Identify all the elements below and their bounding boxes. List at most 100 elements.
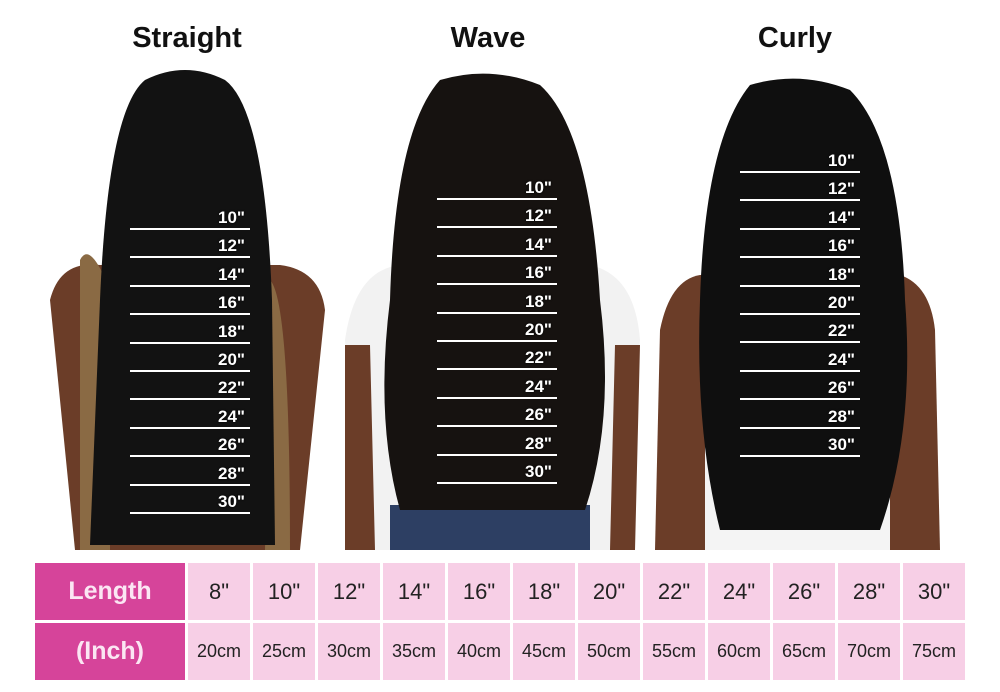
curly-marker-label: 30": [828, 435, 855, 454]
curly-marker-label: 14": [828, 207, 855, 227]
straight-marker-label: 14": [218, 264, 245, 284]
straight-marker-label: 12": [218, 236, 245, 256]
wave-marker-line: [437, 226, 557, 229]
wave-marker-line: [437, 254, 557, 257]
curly-model: [655, 78, 940, 550]
length-inch-cell: 22": [643, 563, 705, 620]
length-inch-cell: 30": [903, 563, 965, 620]
curly-marker-line: [740, 284, 860, 287]
wave-marker-label: 30": [525, 462, 552, 481]
straight-marker-label: 22": [218, 378, 245, 398]
curly-marker-label: 24": [828, 349, 855, 369]
length-cm-cell: 75cm: [903, 623, 965, 680]
straight-marker-line: [130, 370, 250, 372]
length-inch-cell: 8": [188, 563, 250, 620]
straight-marker-label: 26": [218, 435, 245, 455]
wave-marker-line: [437, 311, 557, 314]
straight-model: [50, 70, 325, 551]
curly-marker-line: [740, 227, 860, 230]
length-cm-cell: 65cm: [773, 623, 835, 680]
straight-marker-label: 10": [218, 208, 245, 227]
straight-marker-label: 20": [218, 350, 245, 369]
wave-marker-line: [437, 283, 557, 286]
title-straight: Straight: [132, 22, 242, 54]
length-cm-cell: 25cm: [253, 623, 315, 680]
curly-marker-line: [740, 455, 860, 457]
wave-marker-line: [437, 340, 557, 342]
curly-marker-label: 12": [828, 179, 855, 199]
straight-marker-label: 30": [218, 492, 245, 511]
curly-marker-line: [740, 398, 860, 401]
curly-marker-line: [740, 369, 860, 372]
straight-marker-line: [130, 284, 250, 287]
curly-marker-line: [740, 199, 860, 202]
curly-marker-label: 16": [828, 236, 855, 256]
curly-marker-line: [740, 171, 860, 173]
length-inch-cell: 20": [578, 563, 640, 620]
length-cm-cell: 45cm: [513, 623, 575, 680]
title-curly: Curly: [757, 22, 833, 54]
curly-marker-line: [740, 426, 860, 429]
length-header: Length: [35, 563, 185, 620]
curly-marker-label: 22": [828, 321, 855, 341]
length-inch-cell: 24": [708, 563, 770, 620]
wave-marker-label: 12": [525, 206, 552, 226]
wave-marker-line: [437, 453, 557, 456]
straight-marker-line: [130, 455, 250, 458]
wave-marker-label: 24": [525, 376, 552, 396]
straight-marker-line: [130, 483, 250, 486]
length-inch-cell: 26": [773, 563, 835, 620]
curly-marker-line: [740, 256, 860, 259]
length-cm-cell: 50cm: [578, 623, 640, 680]
wave-marker-label: 26": [525, 405, 552, 425]
length-inch-cell: 14": [383, 563, 445, 620]
wave-marker-label: 10": [525, 178, 552, 197]
straight-marker-line: [130, 228, 250, 230]
straight-marker-label: 16": [218, 293, 245, 313]
wave-marker-label: 22": [525, 348, 552, 368]
curly-marker-label: 20": [828, 293, 855, 312]
wave-marker-label: 18": [525, 291, 552, 311]
length-cm-cell: 70cm: [838, 623, 900, 680]
title-wave: Wave: [450, 22, 526, 54]
hair-photos: [50, 70, 940, 551]
wave-marker-line: [437, 482, 557, 484]
length-cm-cell: 30cm: [318, 623, 380, 680]
curly-marker-line: [740, 341, 860, 344]
length-inch-cell: 12": [318, 563, 380, 620]
wave-marker-line: [437, 425, 557, 428]
length-inch-cell: 28": [838, 563, 900, 620]
length-inch-cell: 16": [448, 563, 510, 620]
straight-marker-label: 18": [218, 321, 245, 341]
curly-marker-label: 26": [828, 378, 855, 398]
wave-marker-line: [437, 198, 557, 200]
wave-marker-label: 20": [525, 320, 552, 339]
curly-marker-line: [740, 313, 860, 315]
length-cm-cell: 20cm: [188, 623, 250, 680]
wave-marker-line: [437, 368, 557, 371]
inch-header: (Inch): [35, 623, 185, 680]
straight-marker-line: [130, 313, 250, 316]
curly-marker-label: 18": [828, 264, 855, 284]
length-cm-cell: 40cm: [448, 623, 510, 680]
length-inch-cell: 10": [253, 563, 315, 620]
straight-marker-line: [130, 256, 250, 259]
length-inch-cell: 18": [513, 563, 575, 620]
wave-model: [345, 73, 640, 550]
length-cm-cell: 60cm: [708, 623, 770, 680]
wave-marker-label: 14": [525, 234, 552, 254]
length-cm-cell: 35cm: [383, 623, 445, 680]
wave-marker-line: [437, 396, 557, 399]
straight-marker-label: 28": [218, 463, 245, 483]
length-cm-cell: 55cm: [643, 623, 705, 680]
wave-marker-label: 16": [525, 263, 552, 283]
straight-marker-line: [130, 398, 250, 401]
straight-marker-line: [130, 341, 250, 344]
wave-marker-label: 28": [525, 433, 552, 453]
straight-marker-line: [130, 426, 250, 429]
curly-marker-label: 10": [828, 151, 855, 170]
straight-marker-label: 24": [218, 406, 245, 426]
straight-marker-line: [130, 512, 250, 514]
curly-marker-label: 28": [828, 406, 855, 426]
